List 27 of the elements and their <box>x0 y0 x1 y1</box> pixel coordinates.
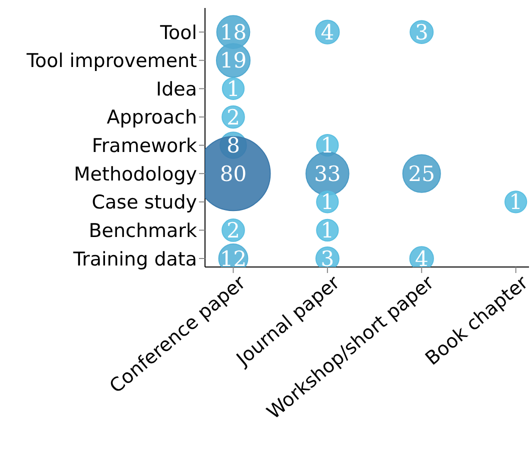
y-tick-label: Idea <box>156 78 197 100</box>
y-tick-label: Tool <box>159 22 197 44</box>
y-tick-label: Approach <box>106 106 197 129</box>
data-label: 4 <box>414 246 428 271</box>
data-label: 12 <box>220 246 247 271</box>
data-label: 1 <box>320 134 334 158</box>
data-label: 1 <box>509 190 522 214</box>
y-tick-label: Methodology <box>74 163 197 186</box>
data-label: 3 <box>320 246 334 271</box>
data-label: 18 <box>220 20 247 44</box>
data-label: 19 <box>220 48 247 73</box>
data-label: 1 <box>320 218 334 243</box>
data-label: 2 <box>226 105 240 130</box>
data-label: 1 <box>226 77 240 102</box>
y-tick-label: Framework <box>92 135 197 158</box>
data-label: 33 <box>314 162 341 186</box>
data-label: 1 <box>320 190 334 214</box>
y-tick-label: Benchmark <box>88 220 197 242</box>
y-tick-label: Training data <box>72 248 197 270</box>
data-label: 80 <box>220 162 247 186</box>
y-tick-label: Case study <box>92 192 197 214</box>
data-label: 4 <box>320 20 334 44</box>
data-label: 8 <box>226 134 240 158</box>
data-label: 25 <box>408 162 435 186</box>
data-label: 2 <box>226 218 240 243</box>
y-tick-label: Tool improvement <box>26 50 197 72</box>
data-label: 3 <box>414 20 428 44</box>
